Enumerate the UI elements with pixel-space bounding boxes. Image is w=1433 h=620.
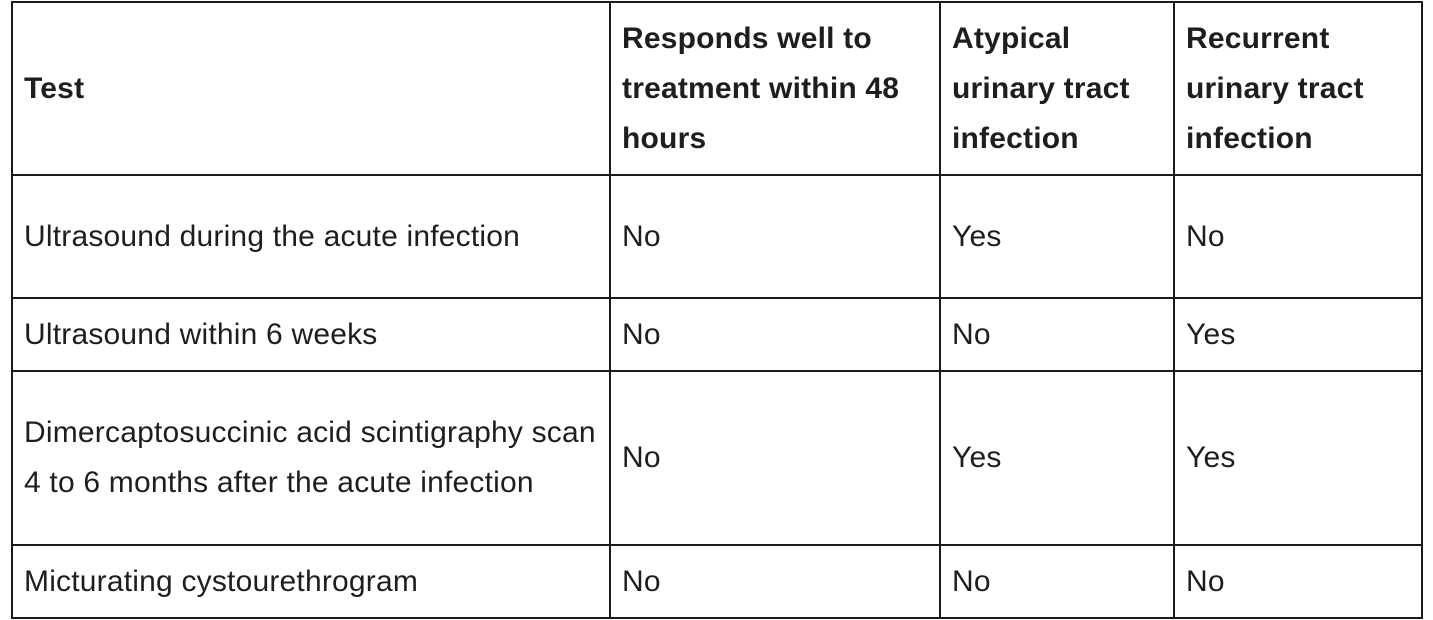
atypical-uti-cell: No (939, 544, 1175, 619)
atypical-uti-cell: Yes (939, 370, 1175, 546)
atypical-uti-cell: Yes (939, 174, 1175, 299)
imaging-recommendations-table: Test Responds well to treatment within 4… (11, 1, 1423, 619)
recurrent-uti-cell: Yes (1173, 297, 1423, 372)
table-row: Dimercaptosuccinic acid scintigraphy sca… (11, 370, 1423, 546)
header-test: Test (11, 1, 611, 176)
test-name-cell: Ultrasound within 6 weeks (11, 297, 611, 372)
responds-well-cell: No (609, 544, 941, 619)
recurrent-uti-cell: Yes (1173, 370, 1423, 546)
table-row: Ultrasound within 6 weeks No No Yes (11, 297, 1423, 372)
responds-well-cell: No (609, 370, 941, 546)
recurrent-uti-cell: No (1173, 174, 1423, 299)
atypical-uti-cell: No (939, 297, 1175, 372)
test-name-cell: Dimercaptosuccinic acid scintigraphy sca… (11, 370, 611, 546)
test-name-cell: Ultrasound during the acute infection (11, 174, 611, 299)
table-row: Ultrasound during the acute infection No… (11, 174, 1423, 299)
recurrent-uti-cell: No (1173, 544, 1423, 619)
header-responds-well: Responds well to treatment within 48 hou… (609, 1, 941, 176)
responds-well-cell: No (609, 174, 941, 299)
header-atypical-uti: Atypical urinary tract infection (939, 1, 1175, 176)
table-header-row: Test Responds well to treatment within 4… (11, 1, 1423, 176)
header-recurrent-uti: Recurrent urinary tract infection (1173, 1, 1423, 176)
responds-well-cell: No (609, 297, 941, 372)
test-name-cell: Micturating cystourethrogram (11, 544, 611, 619)
table-row: Micturating cystourethrogram No No No (11, 544, 1423, 619)
